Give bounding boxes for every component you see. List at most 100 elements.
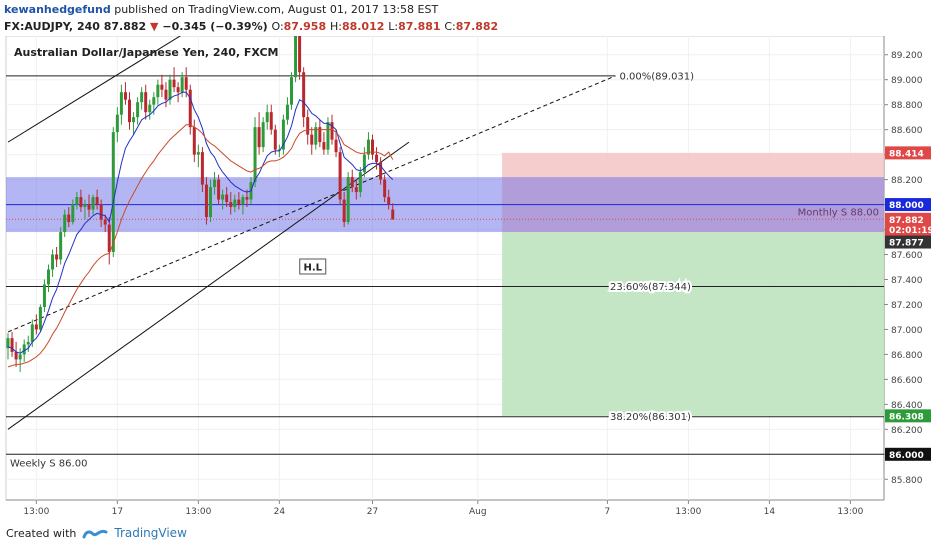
candle-body[interactable] xyxy=(152,97,156,105)
candle-body[interactable] xyxy=(26,341,30,345)
candle-body[interactable] xyxy=(111,132,115,253)
candle-body[interactable] xyxy=(209,187,212,218)
candle-body[interactable] xyxy=(233,199,237,208)
candle-body[interactable] xyxy=(391,209,395,220)
candle-body[interactable] xyxy=(265,112,269,123)
author-name[interactable]: kewanhedgefund xyxy=(4,3,111,16)
candle-body[interactable] xyxy=(164,89,168,100)
candle-body[interactable] xyxy=(229,202,233,208)
candle-body[interactable] xyxy=(302,72,306,118)
candle-body[interactable] xyxy=(213,179,217,188)
candle-body[interactable] xyxy=(204,184,208,218)
candle-body[interactable] xyxy=(22,344,26,355)
candle-body[interactable] xyxy=(196,152,200,155)
candle-body[interactable] xyxy=(285,104,289,120)
candle-body[interactable] xyxy=(123,92,127,100)
candle-body[interactable] xyxy=(47,269,50,285)
candle-body[interactable] xyxy=(172,79,176,88)
candle-body[interactable] xyxy=(290,77,293,105)
channel-lower-line[interactable] xyxy=(7,141,410,430)
candle-body[interactable] xyxy=(200,152,204,185)
candle-body[interactable] xyxy=(294,36,298,78)
candle-body[interactable] xyxy=(71,204,75,223)
candle-body[interactable] xyxy=(38,306,42,330)
candle-body[interactable] xyxy=(281,119,285,150)
candle-body[interactable] xyxy=(354,187,358,193)
candle-body[interactable] xyxy=(387,197,391,205)
candle-body[interactable] xyxy=(257,127,261,148)
candle-body[interactable] xyxy=(103,219,107,225)
candle-body[interactable] xyxy=(55,254,59,260)
candle-body[interactable] xyxy=(156,84,160,98)
candle-body[interactable] xyxy=(132,117,136,123)
candle-body[interactable] xyxy=(83,204,87,208)
candle-body[interactable] xyxy=(10,338,14,352)
candle-body[interactable] xyxy=(375,154,379,163)
candle-body[interactable] xyxy=(310,134,314,145)
candle-body[interactable] xyxy=(180,77,184,93)
candle-body[interactable] xyxy=(338,152,342,200)
candle-body[interactable] xyxy=(261,122,265,148)
price-axis[interactable] xyxy=(884,36,932,500)
price-chart[interactable]: 0.00%(89.031) 23.60%(87.344) 38.20%(86.301… xyxy=(0,36,932,526)
candle-body[interactable] xyxy=(330,122,334,140)
candle-body[interactable] xyxy=(51,254,55,270)
candle-body[interactable] xyxy=(63,214,67,233)
candle-body[interactable] xyxy=(128,99,131,123)
candle-body[interactable] xyxy=(346,177,350,223)
ema-fast-line[interactable] xyxy=(7,91,394,354)
tradingview-brand[interactable]: TradingView xyxy=(114,526,187,540)
candle-body[interactable] xyxy=(136,102,140,118)
candle-body[interactable] xyxy=(362,154,366,173)
candle-body[interactable] xyxy=(253,127,257,183)
candle-body[interactable] xyxy=(168,79,172,100)
candle-body[interactable] xyxy=(371,139,374,155)
candle-body[interactable] xyxy=(148,104,152,113)
channel-upper-line[interactable] xyxy=(7,36,575,143)
candle-body[interactable] xyxy=(160,84,164,90)
candle-body[interactable] xyxy=(75,197,79,205)
candle-body[interactable] xyxy=(184,77,188,90)
ema-slow-line[interactable] xyxy=(7,124,394,368)
candle-body[interactable] xyxy=(221,194,225,200)
candle-body[interactable] xyxy=(91,197,95,210)
candle-body[interactable] xyxy=(192,127,196,155)
candle-body[interactable] xyxy=(14,351,18,360)
candle-body[interactable] xyxy=(366,139,370,155)
candle-body[interactable] xyxy=(18,354,22,360)
candle-body[interactable] xyxy=(326,122,330,150)
candle-body[interactable] xyxy=(79,197,83,208)
candle-body[interactable] xyxy=(30,324,34,342)
candle-body[interactable] xyxy=(318,127,322,143)
candle-body[interactable] xyxy=(306,117,310,135)
candle-body[interactable] xyxy=(115,114,119,133)
candle-body[interactable] xyxy=(87,204,91,210)
candle-body[interactable] xyxy=(59,232,63,260)
candle-body[interactable] xyxy=(383,179,387,198)
candle-body[interactable] xyxy=(140,92,144,103)
candle-body[interactable] xyxy=(314,127,318,145)
candle-body[interactable] xyxy=(99,204,103,220)
channel-mid-line[interactable] xyxy=(7,75,616,333)
candle-body[interactable] xyxy=(119,92,123,115)
candle-body[interactable] xyxy=(379,162,383,180)
candle-body[interactable] xyxy=(188,89,192,128)
hl-annotation-box[interactable] xyxy=(299,258,327,275)
candle-body[interactable] xyxy=(176,87,180,93)
candle-body[interactable] xyxy=(6,338,10,349)
candle-body[interactable] xyxy=(273,129,277,150)
candle-body[interactable] xyxy=(67,214,71,223)
candle-body[interactable] xyxy=(322,142,326,150)
candle-body[interactable] xyxy=(245,197,249,200)
candle-body[interactable] xyxy=(241,197,245,205)
candle-body[interactable] xyxy=(350,177,354,188)
candle-body[interactable] xyxy=(298,36,302,73)
candle-body[interactable] xyxy=(237,199,241,205)
candle-body[interactable] xyxy=(217,179,221,200)
candle-body[interactable] xyxy=(334,139,338,153)
candle-body[interactable] xyxy=(269,112,273,130)
candle-body[interactable] xyxy=(358,172,362,193)
candle-body[interactable] xyxy=(42,284,46,307)
candle-body[interactable] xyxy=(342,199,346,223)
take-profit-zone[interactable] xyxy=(502,232,884,416)
